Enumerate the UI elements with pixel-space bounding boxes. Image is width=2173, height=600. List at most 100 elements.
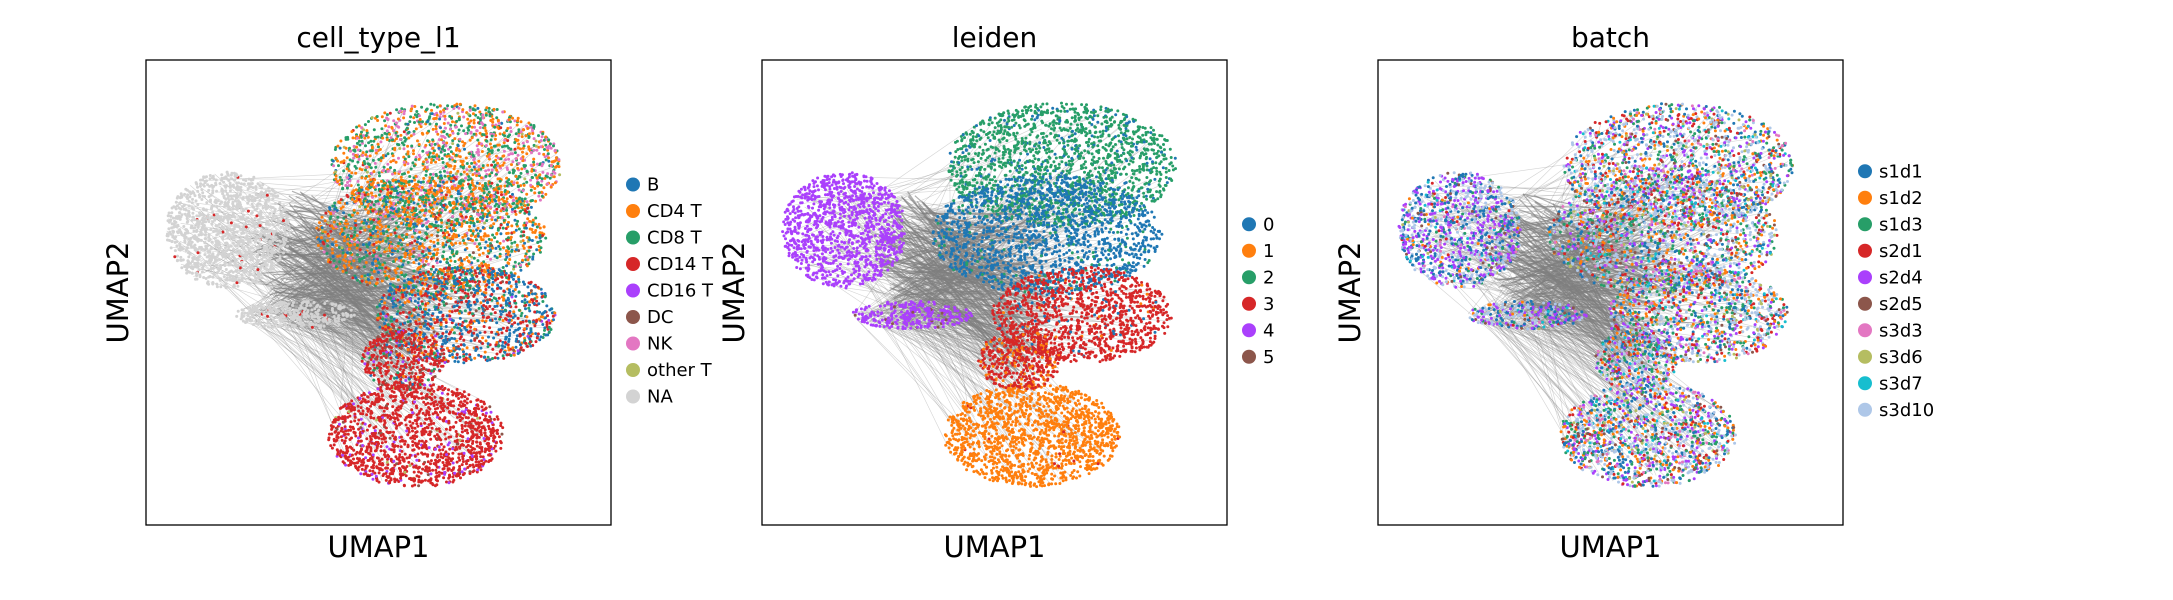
data-point: [204, 208, 208, 212]
data-point: [380, 156, 383, 160]
data-point: [403, 213, 407, 217]
data-point: [235, 314, 239, 318]
data-point: [457, 118, 461, 122]
data-point: [360, 279, 364, 283]
data-point: [166, 219, 170, 223]
data-point: [281, 308, 285, 312]
data-point: [337, 317, 341, 321]
data-point: [229, 274, 233, 278]
data-point: [388, 111, 392, 115]
data-point: [348, 158, 352, 162]
data-point: [229, 228, 233, 232]
data-point: [209, 216, 213, 220]
data-point: [387, 225, 391, 229]
data-point: [531, 218, 535, 222]
data-point: [197, 233, 201, 237]
data-point: [398, 238, 402, 242]
data-point: [247, 199, 251, 203]
data-point: [546, 172, 550, 176]
data-point: [455, 146, 459, 150]
data-point: [302, 315, 306, 319]
data-point: [411, 213, 415, 217]
data-point: [246, 311, 249, 315]
data-point: [205, 201, 209, 205]
data-point: [487, 190, 491, 194]
data-point: [291, 301, 295, 305]
graph-edge: [324, 324, 467, 401]
data-point: [445, 162, 449, 166]
data-point: [416, 289, 420, 293]
data-point: [522, 230, 526, 234]
data-point: [443, 117, 447, 121]
data-point: [368, 199, 372, 203]
data-point: [243, 227, 247, 231]
data-point: [233, 225, 237, 228]
data-point: [265, 219, 269, 223]
data-point: [247, 281, 251, 285]
data-point: [216, 239, 220, 243]
data-point: [357, 198, 361, 201]
data-point: [417, 114, 421, 118]
data-point: [410, 179, 414, 183]
data-point: [439, 126, 442, 130]
data-point: [372, 270, 376, 273]
data-point: [519, 234, 523, 238]
data-point: [383, 119, 387, 123]
data-point: [539, 183, 543, 187]
data-point: [234, 199, 237, 203]
data-point: [241, 208, 245, 212]
data-point: [270, 187, 274, 191]
data-point: [485, 139, 488, 143]
data-point: [386, 162, 390, 166]
data-point: [468, 169, 472, 173]
data-point: [207, 233, 211, 237]
data-point: [173, 237, 177, 241]
data-point: [289, 315, 293, 319]
data-point: [336, 144, 340, 148]
data-point: [472, 118, 476, 122]
data-point: [202, 208, 206, 212]
data-point: [351, 159, 355, 163]
data-point: [425, 107, 429, 111]
data-point: [542, 225, 546, 229]
data-point: [203, 195, 206, 198]
data-point: [273, 191, 277, 195]
data-point: [212, 229, 216, 233]
data-point: [212, 213, 216, 217]
data-point: [539, 145, 543, 149]
data-point: [369, 139, 373, 143]
data-point: [192, 191, 196, 195]
data-point: [490, 244, 494, 247]
data-point: [446, 230, 449, 234]
data-point: [426, 160, 429, 164]
data-point: [491, 117, 495, 121]
data-point: [342, 169, 346, 173]
data-point: [375, 225, 379, 229]
data-point: [310, 308, 314, 312]
data-point: [380, 225, 384, 229]
data-point: [394, 212, 398, 216]
data-point: [236, 188, 240, 192]
data-point: [198, 184, 202, 188]
data-point: [351, 213, 354, 217]
data-point: [225, 249, 229, 253]
data-point: [493, 163, 497, 167]
data-point: [265, 302, 269, 306]
data-point: [218, 243, 222, 247]
data-point: [204, 230, 208, 234]
data-point: [358, 167, 362, 171]
data-point: [440, 196, 444, 200]
data-point: [254, 280, 258, 284]
data-point: [271, 223, 275, 227]
data-point: [235, 203, 239, 206]
data-point: [541, 170, 545, 174]
data-point: [487, 197, 491, 201]
data-point: [303, 308, 307, 312]
data-point: [443, 149, 447, 152]
data-point: [525, 140, 529, 144]
data-point: [429, 203, 433, 207]
data-point: [406, 152, 410, 156]
data-point: [434, 160, 438, 164]
data-point: [430, 112, 434, 116]
data-point: [349, 226, 353, 230]
